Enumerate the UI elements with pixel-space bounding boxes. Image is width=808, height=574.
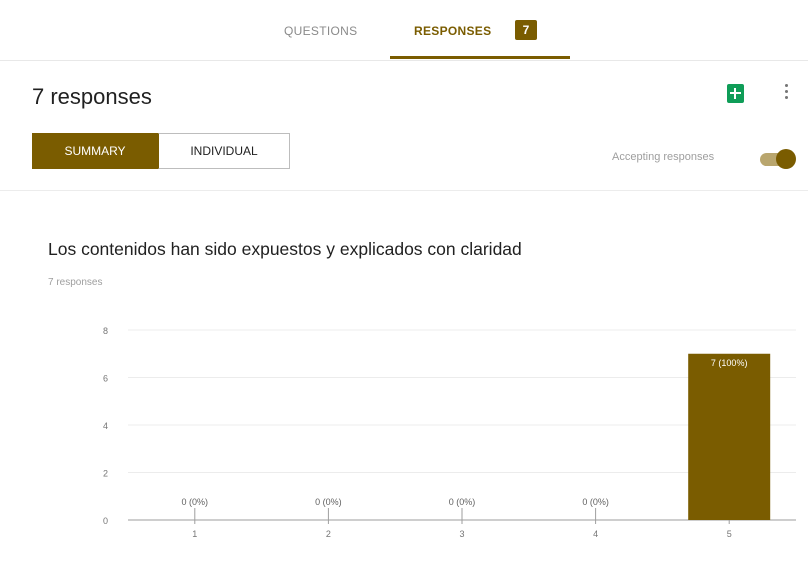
x-tick-label: 3 <box>459 529 464 539</box>
accepting-responses-label: Accepting responses <box>612 151 715 163</box>
y-tick-label: 6 <box>103 374 108 384</box>
toggle-thumb <box>776 149 796 169</box>
tab-bar: QUESTIONS RESPONSES 7 <box>0 0 808 61</box>
view-toggle: SUMMARY INDIVIDUAL <box>32 133 290 169</box>
bar-chart: 0 2 4 6 8 0 (0%) 1 0 (0%) 2 0 (0%) 3 0 (0%) 4 7 (100%… <box>0 310 808 560</box>
y-tick-label: 2 <box>103 469 108 479</box>
x-tick-label: 2 <box>326 529 331 539</box>
google-sheets-icon[interactable] <box>727 84 744 103</box>
responses-count-badge: 7 <box>515 20 537 40</box>
data-label: 0 (0%) <box>582 497 609 507</box>
summary-button[interactable]: SUMMARY <box>32 133 158 169</box>
accepting-responses-toggle[interactable] <box>756 148 796 170</box>
data-label: 0 (0%) <box>182 497 209 507</box>
individual-button[interactable]: INDIVIDUAL <box>158 133 290 169</box>
more-vert-icon[interactable] <box>782 84 790 104</box>
divider <box>0 190 808 191</box>
bar-chart-svg: 0 2 4 6 8 0 (0%) 1 0 (0%) 2 0 (0%) 3 0 (0%) 4 7 (100%… <box>103 326 796 539</box>
data-label: 0 (0%) <box>315 497 342 507</box>
responses-title: 7 responses <box>32 84 152 109</box>
active-tab-indicator <box>390 56 570 59</box>
x-tick-label: 4 <box>593 529 598 539</box>
bar <box>688 353 771 520</box>
y-tick-label: 4 <box>103 421 108 431</box>
data-label: 7 (100%) <box>711 358 748 368</box>
question-response-count: 7 responses <box>48 277 103 288</box>
question-title: Los contenidos han sido expuestos y expl… <box>48 239 522 259</box>
x-tick-label: 1 <box>192 529 197 539</box>
y-tick-label: 0 <box>103 516 108 526</box>
data-label: 0 (0%) <box>449 497 476 507</box>
y-tick-label: 8 <box>103 326 108 336</box>
tab-responses[interactable]: RESPONSES <box>414 24 492 38</box>
x-tick-label: 5 <box>727 529 732 539</box>
tab-questions[interactable]: QUESTIONS <box>284 24 358 38</box>
